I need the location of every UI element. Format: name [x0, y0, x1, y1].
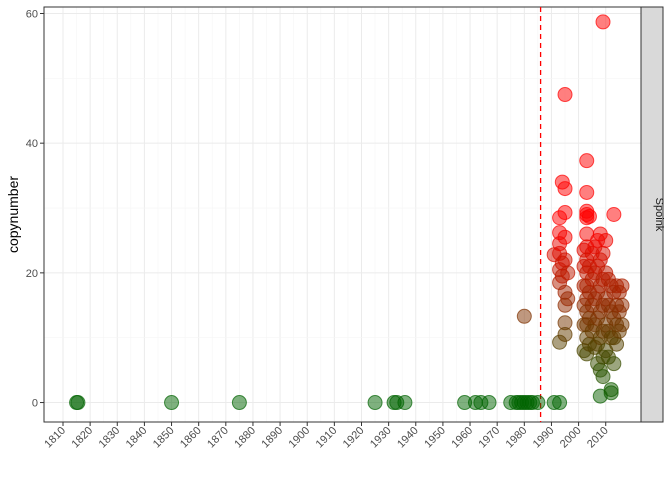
x-tick-label: 1810 — [42, 425, 68, 451]
data-point — [595, 369, 611, 385]
x-tick-label: 2010 — [585, 425, 611, 451]
data-point — [595, 245, 611, 261]
data-point — [231, 395, 247, 411]
x-tick-label: 1880 — [232, 425, 258, 451]
data-point — [560, 291, 576, 307]
x-tick-label: 1950 — [422, 425, 448, 451]
facet-strip-label: Spoink — [653, 198, 665, 232]
data-point — [70, 395, 86, 411]
y-tick-label: 40 — [26, 138, 38, 150]
data-point — [164, 395, 180, 411]
x-tick-label: 1840 — [124, 425, 150, 451]
data-points — [69, 14, 630, 411]
x-tick-label: 1930 — [368, 425, 394, 451]
data-point — [614, 297, 630, 313]
x-tick-label: 1860 — [178, 425, 204, 451]
data-point — [606, 207, 622, 222]
y-tick-label: 0 — [32, 398, 38, 410]
data-point — [552, 395, 568, 411]
x-tick-label: 1890 — [259, 425, 285, 451]
data-point — [603, 382, 619, 398]
data-point — [560, 265, 576, 281]
data-point — [614, 317, 630, 333]
data-point — [557, 87, 573, 103]
y-tick-label: 20 — [26, 268, 38, 280]
x-tick-label: 1990 — [531, 425, 557, 451]
x-tick-label: 1900 — [287, 425, 313, 451]
data-point — [609, 336, 625, 352]
x-tick-label: 1850 — [151, 425, 177, 451]
data-point — [614, 278, 630, 294]
x-tick-label: 1830 — [97, 425, 123, 451]
x-axis: 1810 1820 1830 1840 1850 1860 1870 1880 1890 1900… — [42, 422, 611, 450]
data-point — [481, 395, 497, 411]
data-point — [579, 153, 595, 169]
data-point — [530, 395, 546, 411]
data-point — [397, 395, 413, 411]
data-point — [557, 181, 573, 197]
y-axis: 0 20 40 60 — [26, 8, 44, 410]
data-point — [557, 252, 573, 268]
x-tick-label: 1970 — [477, 425, 503, 451]
data-point — [367, 395, 383, 411]
data-point — [595, 14, 611, 30]
facet-strip: Spoink — [640, 6, 665, 423]
x-tick-label: 1920 — [341, 425, 367, 451]
data-point — [581, 208, 597, 224]
x-tick-label: 1870 — [205, 425, 231, 451]
x-tick-label: 1940 — [395, 425, 421, 451]
x-tick-label: 1910 — [314, 425, 340, 451]
y-axis-title: copynumber — [5, 176, 21, 253]
x-tick-label: 2000 — [558, 425, 584, 451]
x-tick-label: 1820 — [69, 425, 95, 451]
data-point — [557, 326, 573, 342]
data-point — [557, 229, 573, 245]
data-point — [516, 308, 532, 324]
x-tick-label: 1980 — [504, 425, 530, 451]
gridlines — [44, 7, 641, 422]
data-point — [606, 356, 622, 372]
data-point — [579, 184, 595, 200]
data-point — [598, 232, 614, 248]
data-point — [557, 205, 573, 221]
y-tick-label: 60 — [26, 8, 38, 20]
facet-strip-background — [640, 6, 664, 423]
x-tick-label: 1960 — [449, 425, 475, 451]
